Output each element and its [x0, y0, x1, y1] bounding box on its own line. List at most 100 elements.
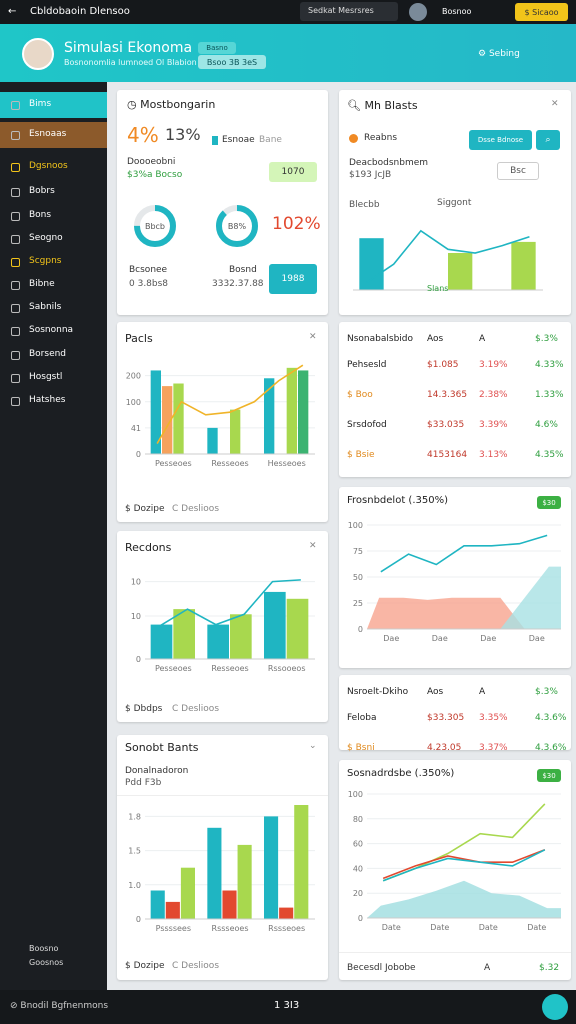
- x-tick-label: Dae: [480, 634, 496, 643]
- recdons-card: Recdons ✕ 0 10 10 Pesseoes Resseoes Rssooeos …: [117, 531, 328, 722]
- badge: $30: [537, 496, 561, 509]
- table-header: Nsonabalsbido: [347, 334, 413, 344]
- y-tick-label: 100: [126, 398, 141, 407]
- footer-link[interactable]: $ Dbdps: [125, 704, 163, 714]
- bar: [264, 591, 286, 659]
- bar: [294, 805, 309, 919]
- label: Esnoae: [222, 135, 255, 145]
- tag[interactable]: Bsoo 3B 3eS: [198, 55, 266, 69]
- y-tick-label: 80: [353, 815, 363, 824]
- label: Doooeobni: [127, 157, 176, 167]
- y-tick-label: 41: [131, 424, 141, 433]
- table-cell: 4.3.6%: [535, 743, 567, 753]
- y-tick-label: 60: [353, 840, 363, 849]
- table-cell: 4153164: [427, 450, 468, 460]
- search-text[interactable]: Sedkat Mesrsres: [308, 6, 374, 15]
- app-title: Cbldobaoin Dlensoo: [30, 6, 130, 17]
- header-subtitle: Bosnonomlia lumnoed Ol Blabion: [64, 58, 197, 67]
- line: [382, 849, 546, 882]
- balance[interactable]: $ Sicaoo: [515, 3, 568, 21]
- nav-item[interactable]: Esnoaas: [29, 129, 67, 139]
- back[interactable]: ←: [8, 6, 17, 17]
- nav-item[interactable]: Scgpns: [29, 256, 62, 266]
- expand[interactable]: ⌄: [309, 741, 317, 751]
- nav-item[interactable]: Borsend: [29, 349, 67, 359]
- x-tick-label: Resseoes: [211, 459, 248, 468]
- badge[interactable]: Basno: [198, 42, 236, 54]
- dot: [349, 134, 358, 143]
- button[interactable]: 1988: [269, 264, 317, 294]
- footer-link[interactable]: $ Dozipe: [125, 961, 165, 971]
- nav-item[interactable]: Bims: [29, 99, 52, 109]
- avatar[interactable]: [409, 3, 427, 21]
- bar: [230, 614, 252, 659]
- title: Frosnbdelot (.350%): [347, 495, 448, 506]
- nav-item[interactable]: Bibne: [29, 279, 55, 289]
- stat: 4%: [127, 123, 159, 147]
- table-cell: 3.19%: [479, 360, 508, 370]
- bar: [448, 253, 473, 290]
- button[interactable]: 1070: [269, 162, 317, 182]
- table-cell: 3.39%: [479, 420, 508, 430]
- area: [367, 880, 561, 918]
- sidebar-footer: Goosnos: [29, 958, 64, 967]
- chat-button[interactable]: [542, 994, 568, 1020]
- nav-item[interactable]: Sosnonna: [29, 325, 74, 335]
- footer-link[interactable]: $ Dozipe: [125, 504, 165, 514]
- nav-icon: [11, 101, 20, 110]
- nav-icon: [11, 163, 20, 172]
- button[interactable]: Dsse Bdnose: [469, 130, 532, 150]
- icon-button[interactable]: ⌕: [536, 130, 560, 150]
- nav-item[interactable]: Bobrs: [29, 186, 55, 196]
- footer-left-text: Bnodil Bgfnenmons: [20, 1001, 109, 1011]
- settings[interactable]: ⚙ Sebing: [478, 49, 520, 59]
- table-cell: 4.3.6%: [535, 713, 567, 723]
- bar: [237, 844, 252, 919]
- bar: [286, 598, 309, 659]
- nav-item[interactable]: Bons: [29, 210, 52, 220]
- table-cell: 4.35%: [535, 450, 564, 460]
- footer-link[interactable]: C Deslioos: [172, 961, 220, 971]
- footer-link[interactable]: C Deslioos: [172, 504, 220, 514]
- label: Bane: [259, 135, 282, 145]
- value: $3%a Bocso: [127, 170, 183, 180]
- y-tick-label: 100: [348, 521, 363, 530]
- profile[interactable]: [22, 38, 54, 70]
- sidebar-footer: Boosno: [29, 944, 59, 953]
- button[interactable]: Bsc: [497, 162, 539, 180]
- bar: [230, 409, 241, 454]
- footer-link[interactable]: C Deslioos: [172, 704, 220, 714]
- nav-icon: [11, 188, 20, 197]
- card-title: 🔍︎ Mh Blasts: [347, 99, 418, 112]
- chart: 0 10 10 Pesseoes Resseoes Rssooeos: [131, 578, 315, 673]
- sosna-card: Sosnadrdsbe (.350%) $30 0 20 40 60 80 100 Date…: [339, 760, 571, 980]
- line: [156, 364, 304, 444]
- label: Donalnadoron: [125, 766, 189, 776]
- x-tick-label: Rssseoes: [268, 924, 305, 933]
- area: [367, 566, 561, 629]
- title: Sosnadrdsbe (.350%): [347, 768, 455, 779]
- y-tick-label: 40: [353, 864, 363, 873]
- nav-item[interactable]: Hosgstl: [29, 372, 63, 382]
- big-stat: 102%: [272, 214, 321, 234]
- donut-arc: [216, 205, 258, 247]
- nav-item[interactable]: Hatshes: [29, 395, 66, 405]
- search[interactable]: [300, 2, 398, 21]
- header-title: Simulasi Ekonoma: [64, 40, 193, 56]
- chart: 0 41 100 200 Pesseoes Resseoes Hesseoes: [126, 364, 315, 468]
- close[interactable]: ✕: [309, 332, 317, 342]
- nav-item[interactable]: Dgsnoos: [29, 161, 68, 171]
- close[interactable]: ✕: [309, 541, 317, 551]
- chart: 0 1.0 1.5 1.8 Pssssees Rssseoes Rssseoes: [128, 805, 315, 933]
- table-cell: 3.13%: [479, 450, 508, 460]
- settings-label[interactable]: Sebing: [488, 49, 520, 59]
- nav-item[interactable]: Seogno: [29, 233, 63, 243]
- nav-item[interactable]: Sabnils: [29, 302, 62, 312]
- close[interactable]: ✕: [551, 99, 559, 109]
- y-tick-label: 10: [131, 612, 141, 621]
- table-cell: $33.035: [427, 420, 465, 430]
- y-tick-label: 20: [353, 889, 363, 898]
- line: [366, 229, 530, 284]
- user[interactable]: Bosnoo: [442, 7, 472, 16]
- bar: [150, 890, 165, 919]
